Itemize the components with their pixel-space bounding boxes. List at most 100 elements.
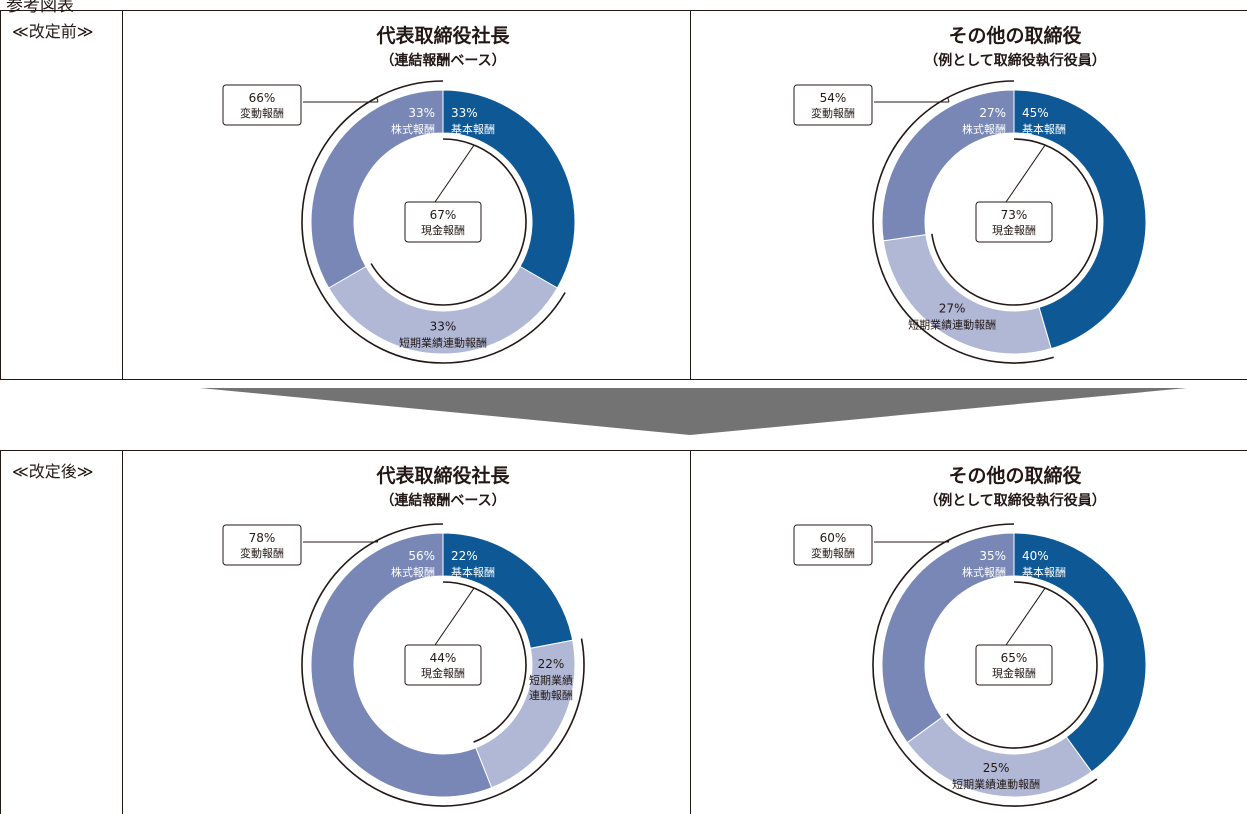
segment-label-stock-text: 株式報酬 [962,122,1006,136]
variable-pay-arc [872,523,1098,807]
donut-chart-after: 78%変動報酬44%現金報酬22%基本報酬56%株式報酬22%短期業績連動報酬6… [222,523,1147,807]
cash-pay-box-pct: 44% [430,651,457,665]
variable-pay-box-frame [793,84,873,126]
variable-pay-box-frame [222,84,302,126]
cash-pay-box: 65%現金報酬 [975,644,1053,686]
cash-pay-box-pct: 67% [430,208,457,222]
donut-slice-base [1013,532,1147,773]
panel-frame [0,10,1247,380]
segment-label-base-pct: 33% [451,106,478,120]
variable-pay-box-label: 変動報酬 [811,106,855,120]
segment-label-bonus-text: 短期業績連動報酬 [399,336,487,350]
variable-pay-box-label: 変動報酬 [240,546,284,560]
segment-label-stock-pct: 27% [979,106,1006,120]
donut-chart-president-before: 66%変動報酬67%現金報酬33%基本報酬33%株式報酬33%短期業績連動報酬5… [222,80,1147,364]
variable-pay-box-pct: 60% [820,531,847,545]
variable-pay-leader [376,540,379,543]
segment-label-base-pct: 40% [1022,549,1049,563]
cash-pay-box-label: 現金報酬 [992,223,1036,237]
transition-arrow [200,388,1187,435]
variable-pay-arc [301,80,566,364]
segment-label-bonus-text: 短期業績 [529,673,573,687]
cash-pay-box: 73%現金報酬 [975,201,1053,243]
cash-pay-box-pct: 73% [1001,208,1028,222]
variable-pay-box: 54%変動報酬 [793,84,873,126]
cash-pay-arc [370,138,527,306]
segment-label-bonus-pct: 27% [939,301,966,315]
panel-frame [0,450,1247,814]
variable-pay-arc [301,523,585,807]
donut-slice-bonus [328,265,558,355]
chart-subtitle: （連結報酬ベース） [380,493,506,509]
cash-pay-arc [946,581,1098,749]
chart-title: その他の取締役 [948,465,1082,487]
chart-title: 代表取締役社長 [376,25,510,47]
variable-pay-box-label: 変動報酬 [240,106,284,120]
segment-label-base-pct: 22% [451,549,478,563]
chart-subtitle: （連結報酬ベース） [380,53,506,69]
segment-label-stock: 35% 株式報酬 [962,549,1006,579]
segment-label-stock-text: 株式報酬 [391,565,435,579]
segment-label-base: 40% 基本報酬 [1022,549,1066,579]
segment-label-bonus: 27% 短期業績連動報酬 [908,301,996,331]
variable-pay-arc [872,80,1054,364]
segment-label-base: 45% 基本報酬 [1022,106,1066,136]
cash-pay-box-label: 現金報酬 [421,666,465,680]
segment-label-bonus: 33% 短期業績連動報酬 [399,320,487,350]
segment-label-bonus-pct: 22% [538,657,565,671]
variable-pay-box: 78%変動報酬 [222,524,302,566]
segment-label-bonus: 25% 短期業績連動報酬 [952,761,1040,791]
segment-label-bonus-text: 短期業績連動報酬 [908,317,996,331]
chart-subtitle: （例として取締役執行役員） [924,53,1106,69]
segment-label-bonus-pct: 25% [983,761,1010,775]
donut-slice-stock [881,532,1015,744]
donut-slice-stock [310,89,444,289]
transition-arrow-shape [200,388,1187,435]
stage-label-before: ≪改定前≫ [12,22,94,41]
cash-pay-box-frame [404,201,482,243]
segment-label-base-text: 基本報酬 [451,122,495,136]
panel-before: ≪改定前≫ 代表取締役社長 （連結報酬ベース） その他の取締役 （例として取締役… [0,10,1247,380]
segment-label-base: 33% 基本報酬 [451,106,495,136]
cash-pay-box: 67%現金報酬 [404,201,482,243]
variable-pay-box: 66%変動報酬 [222,84,302,126]
chart-title: その他の取締役 [948,25,1082,47]
donut-slice-bonus [882,234,1052,355]
donut-slice-base [442,89,576,289]
segment-label-stock-pct: 33% [408,106,435,120]
segment-label-bonus-text: 短期業績連動報酬 [952,777,1040,791]
cash-pay-leader [1005,587,1046,646]
chart-title: 代表取締役社長 [376,465,510,487]
variable-pay-box-frame [793,524,873,566]
variable-pay-box-pct: 78% [249,531,276,545]
segment-label-stock-text: 株式報酬 [962,565,1006,579]
segment-label-stock-pct: 56% [408,549,435,563]
variable-pay-box-frame [222,524,302,566]
cash-pay-leader [1005,144,1046,203]
variable-pay-box: 60%変動報酬 [793,524,873,566]
segment-label-stock: 33% 株式報酬 [391,106,435,136]
panel-after: ≪改定後≫ 代表取締役社長 （連結報酬ベース） その他の取締役 （例として取締役… [0,450,1247,814]
stage-label-after: ≪改定後≫ [12,462,94,481]
variable-pay-leader [947,97,950,103]
cash-pay-box-label: 現金報酬 [421,223,465,237]
cash-pay-arc [442,581,527,743]
variable-pay-box-pct: 54% [820,91,847,105]
segment-label-bonus-text2: 連動報酬 [529,688,573,702]
segment-label-base-text: 基本報酬 [451,565,495,579]
segment-label-stock: 56% 株式報酬 [391,549,435,579]
variable-pay-box-label: 変動報酬 [811,546,855,560]
cash-pay-box-label: 現金報酬 [992,666,1036,680]
segment-label-stock-text: 株式報酬 [391,122,435,136]
segment-label-stock-pct: 35% [979,549,1006,563]
segment-label-base-text: 基本報酬 [1022,565,1066,579]
segment-label-bonus: 22% 短期業績連動報酬 [529,657,573,702]
segment-label-base: 22% 基本報酬 [451,549,495,579]
segment-label-stock: 27% 株式報酬 [962,106,1006,136]
cash-pay-arc [931,138,1098,306]
cash-pay-box-frame [404,644,482,686]
segment-label-base-text: 基本報酬 [1022,122,1066,136]
cash-pay-leader [434,587,475,646]
variable-pay-box-pct: 66% [249,91,276,105]
donut-slice-base [1013,89,1147,350]
